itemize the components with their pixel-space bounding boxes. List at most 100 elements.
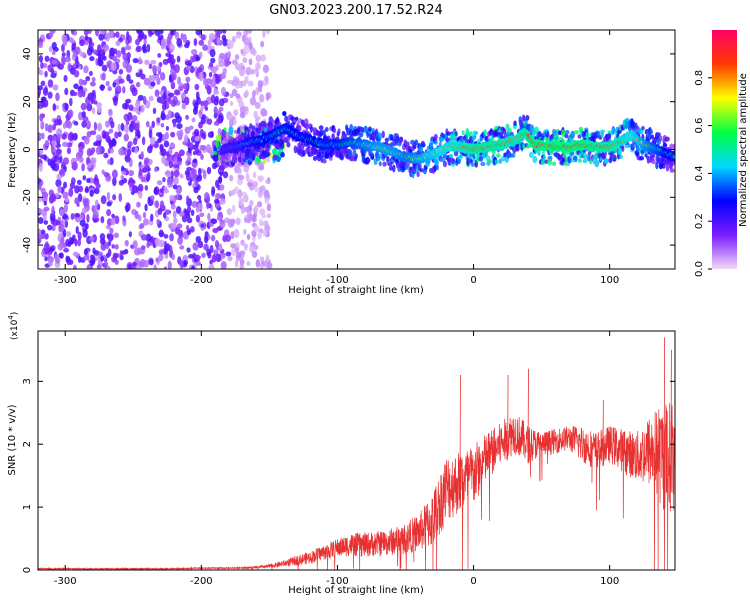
- spectrogram-cell: [81, 120, 87, 128]
- spectrogram-cell: [137, 214, 142, 222]
- spectrogram-cell: [135, 129, 140, 137]
- spectrogram-cell: [135, 81, 141, 88]
- spectrogram-cell: [178, 85, 184, 92]
- spectrogram-cell: [177, 153, 182, 163]
- spectrogram-halo: [562, 151, 566, 159]
- spectrogram-cell: [74, 197, 80, 205]
- spectrogram-cell: [40, 229, 46, 235]
- spectrogram-cell: [47, 64, 54, 72]
- spectrogram-cell: [218, 243, 223, 251]
- spectrogram-cell: [67, 109, 74, 118]
- spectrogram-cell: [195, 214, 201, 223]
- spectrogram-cell: [57, 184, 62, 194]
- spectrogram-cell: [70, 38, 76, 44]
- spectrogram-cell: [182, 33, 187, 43]
- spectrogram-cell: [212, 150, 218, 156]
- snr-scale-exponent: 4: [7, 315, 15, 320]
- spectrogram-cell: [202, 100, 209, 107]
- spectrogram-cell: [217, 159, 221, 166]
- spectrogram-halo: [528, 151, 534, 158]
- spectrogram-cell: [83, 65, 89, 74]
- spectrogram-cell: [95, 199, 99, 207]
- spectrogram-halo: [594, 159, 600, 168]
- spectrogram-cell: [86, 213, 90, 223]
- spectrogram-cell: [77, 231, 82, 241]
- spectrogram-cell: [170, 67, 174, 76]
- spectrogram-cell: [165, 125, 170, 131]
- x-tick-label: -200: [190, 275, 213, 286]
- spectrogram-halo: [233, 153, 238, 158]
- snr-scale-label: (x104): [7, 312, 20, 340]
- spectrogram-cell: [101, 64, 108, 72]
- spectrogram-cell: [83, 136, 90, 145]
- spectrogram-cell: [114, 131, 119, 139]
- spectrogram-cell: [265, 179, 271, 184]
- spectrogram-halo: [525, 115, 530, 121]
- spectrogram-cell: [59, 168, 66, 177]
- spectrogram-halo: [586, 153, 591, 161]
- spectrogram-cell: [148, 129, 153, 139]
- spectrogram-cell: [154, 30, 161, 37]
- spectrogram-cell: [114, 244, 119, 250]
- spectrogram-halo: [641, 125, 645, 131]
- spectrogram-halo: [386, 156, 390, 163]
- spectrogram-cell: [262, 30, 266, 39]
- spectrogram-cell: [122, 215, 126, 222]
- spectrogram-halo: [286, 141, 291, 148]
- spectrogram-cell: [235, 217, 241, 226]
- spectrogram-halo: [366, 158, 371, 163]
- spectrogram-cell: [49, 247, 55, 252]
- spectrogram-cell: [43, 206, 50, 212]
- spectrogram-cell: [266, 203, 272, 212]
- spectrogram-cell: [191, 265, 196, 269]
- spectrogram-cell: [170, 61, 175, 69]
- spectrogram-cell: [144, 59, 150, 65]
- spectrogram-cell: [247, 181, 253, 188]
- spectrogram-cell: [160, 123, 165, 128]
- spectrogram-cell: [159, 200, 165, 210]
- spectrogram-cell: [62, 122, 67, 129]
- spectrogram-cell: [172, 176, 179, 185]
- snr-peak: [670, 349, 672, 476]
- spectrogram-cell: [57, 242, 64, 251]
- spectrogram-cell: [139, 69, 143, 76]
- spectrogram-cell: [125, 64, 133, 73]
- spectrogram-cell: [167, 95, 172, 105]
- spectrogram-cell: [241, 128, 245, 134]
- spectrogram-cell: [179, 259, 184, 269]
- spectrogram-cell: [226, 51, 232, 59]
- spectrogram-cell: [96, 264, 102, 269]
- spectrogram-cell: [183, 134, 189, 143]
- spectrogram-cell: [246, 233, 251, 240]
- spectrogram-cell: [186, 166, 193, 172]
- spectrogram-cell: [197, 202, 203, 211]
- spectrogram-cell: [186, 65, 192, 72]
- spectrogram-halo: [478, 156, 484, 162]
- spectrogram-cell: [162, 176, 166, 183]
- spectrogram-cell: [127, 35, 132, 44]
- spectrogram-cell: [149, 136, 156, 145]
- spectrogram-cell: [51, 146, 56, 154]
- spectrogram-halo: [433, 133, 438, 141]
- spectrogram-cell: [91, 76, 96, 83]
- spectrogram-cell: [169, 43, 175, 52]
- spectrogram-cell: [106, 209, 112, 217]
- spectrogram-cell: [109, 47, 116, 57]
- spectrogram-cell: [209, 48, 216, 58]
- spectrogram-halo: [340, 153, 345, 161]
- spectrogram-cell: [61, 52, 66, 57]
- spectrogram-cell: [169, 233, 174, 242]
- y-tick-label: 20: [22, 95, 33, 108]
- spectrogram-cell: [265, 92, 270, 102]
- spectrogram-halo: [378, 132, 383, 140]
- spectrogram-cell: [109, 227, 114, 234]
- spectrogram-cell: [176, 223, 183, 229]
- spectrogram-y-ticks: -40 -20 0 20 40: [22, 48, 675, 253]
- spectrogram-cell: [254, 185, 258, 193]
- snr-scale-suffix: ): [10, 312, 20, 316]
- spectrogram-cell: [90, 147, 96, 154]
- spectrogram-cell: [234, 54, 240, 61]
- spectrogram-cell: [271, 148, 278, 155]
- spectrogram-halo: [532, 155, 538, 164]
- spectrogram-cell: [89, 236, 95, 242]
